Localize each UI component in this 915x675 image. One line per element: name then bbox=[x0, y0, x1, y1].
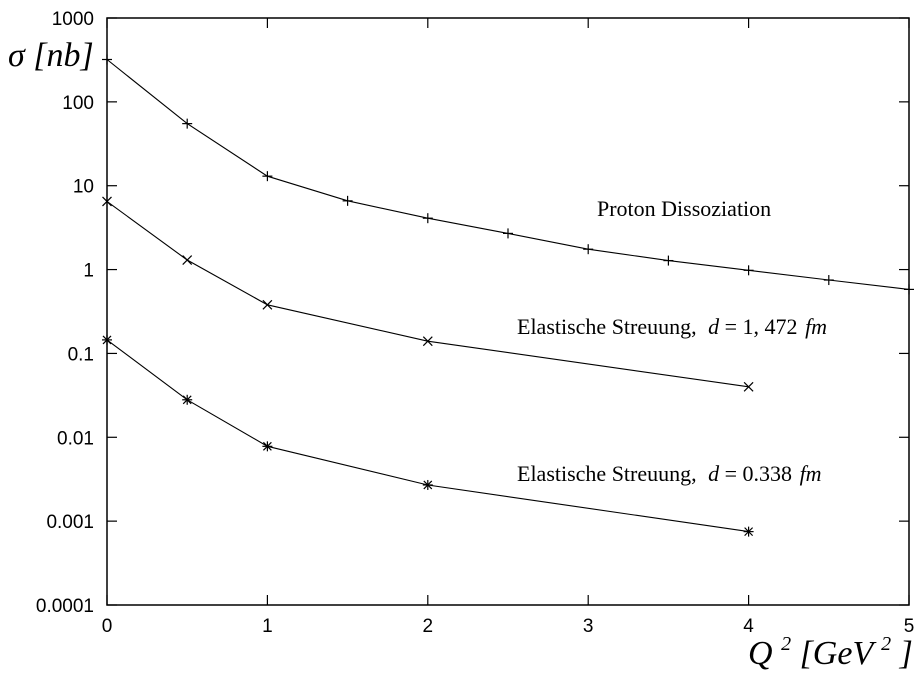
data-point bbox=[583, 244, 594, 255]
series-label-elastic-1-unit: fm bbox=[805, 314, 827, 339]
y-tick-label: 0.1 bbox=[68, 344, 94, 365]
data-point bbox=[182, 255, 193, 265]
series-label-proton: Proton Dissoziation bbox=[597, 196, 771, 221]
series-line bbox=[106, 200, 749, 388]
x-axis-label-open: [GeV bbox=[800, 635, 878, 672]
series-line bbox=[106, 59, 910, 290]
x-axis-label-close: ] bbox=[899, 635, 913, 672]
data-point bbox=[182, 118, 193, 129]
series-2 bbox=[102, 196, 754, 392]
data-point bbox=[743, 265, 754, 276]
data-point bbox=[743, 381, 754, 392]
series-line bbox=[106, 339, 749, 533]
data-point bbox=[422, 213, 433, 224]
data-point bbox=[182, 394, 193, 405]
x-tick-label: 0 bbox=[102, 616, 113, 637]
series-label-elastic-1-text: Elastische Streuung, bbox=[517, 314, 697, 339]
x-axis-label: Q 2 [GeV 2 ] bbox=[748, 621, 913, 672]
tick-labels: 0 1 2 3 4 5 1000 100 10 1 0.1 0.01 0.001 0.0001 bbox=[36, 9, 914, 637]
data-point bbox=[102, 334, 112, 345]
y-axis-label-sigma: σ bbox=[8, 37, 26, 74]
x-tick-label: 3 bbox=[583, 616, 594, 637]
series-label-elastic-2-text: Elastische Streuung, bbox=[517, 461, 697, 486]
x-tick-label: 4 bbox=[743, 616, 754, 637]
plot-frame bbox=[106, 17, 910, 606]
y-tick-label: 0.01 bbox=[57, 428, 94, 449]
y-tick-label: 10 bbox=[73, 177, 94, 198]
x-axis-label-q: Q bbox=[748, 635, 773, 672]
y-tick-label: 1000 bbox=[52, 9, 94, 30]
series-label-elastic-2: Elastische Streuung, d = 0.338 fm bbox=[517, 461, 822, 486]
series-label-elastic-1: Elastische Streuung, d = 1, 472 fm bbox=[517, 314, 827, 339]
series-label-elastic-2-var: d bbox=[708, 461, 720, 486]
series-1 bbox=[102, 54, 914, 295]
series-group bbox=[102, 54, 914, 537]
x-tick-label: 5 bbox=[904, 616, 915, 637]
data-point bbox=[503, 228, 513, 239]
data-point bbox=[422, 479, 433, 490]
x-axis-label-exp2: 2 bbox=[881, 633, 891, 655]
series-label-elastic-1-var: d bbox=[708, 314, 720, 339]
data-point bbox=[743, 526, 754, 537]
series-3 bbox=[102, 334, 754, 537]
data-point bbox=[342, 195, 353, 206]
y-tick-label: 100 bbox=[62, 93, 94, 114]
data-point bbox=[102, 54, 112, 65]
data-point bbox=[663, 255, 674, 266]
y-tick-label: 1 bbox=[83, 261, 94, 282]
y-tick-label: 0.0001 bbox=[36, 596, 94, 617]
x-tick-label: 1 bbox=[262, 616, 273, 637]
series-label-elastic-2-unit: fm bbox=[800, 461, 822, 486]
data-point bbox=[904, 284, 914, 295]
data-point bbox=[422, 336, 433, 347]
y-axis-label: σ [nb] bbox=[8, 37, 94, 74]
y-tick-label: 0.001 bbox=[46, 512, 94, 533]
series-label-elastic-2-eq: = 0.338 bbox=[725, 461, 792, 486]
data-point bbox=[102, 196, 112, 207]
data-point bbox=[823, 275, 834, 286]
x-tick-label: 2 bbox=[423, 616, 434, 637]
data-point bbox=[262, 299, 273, 310]
data-point bbox=[262, 441, 273, 452]
data-point bbox=[262, 171, 273, 182]
x-axis-label-exp: 2 bbox=[781, 633, 791, 655]
y-axis-label-unit: [nb] bbox=[33, 37, 93, 74]
series-label-elastic-1-eq: = 1, 472 bbox=[725, 314, 798, 339]
axis-ticks bbox=[106, 17, 910, 606]
